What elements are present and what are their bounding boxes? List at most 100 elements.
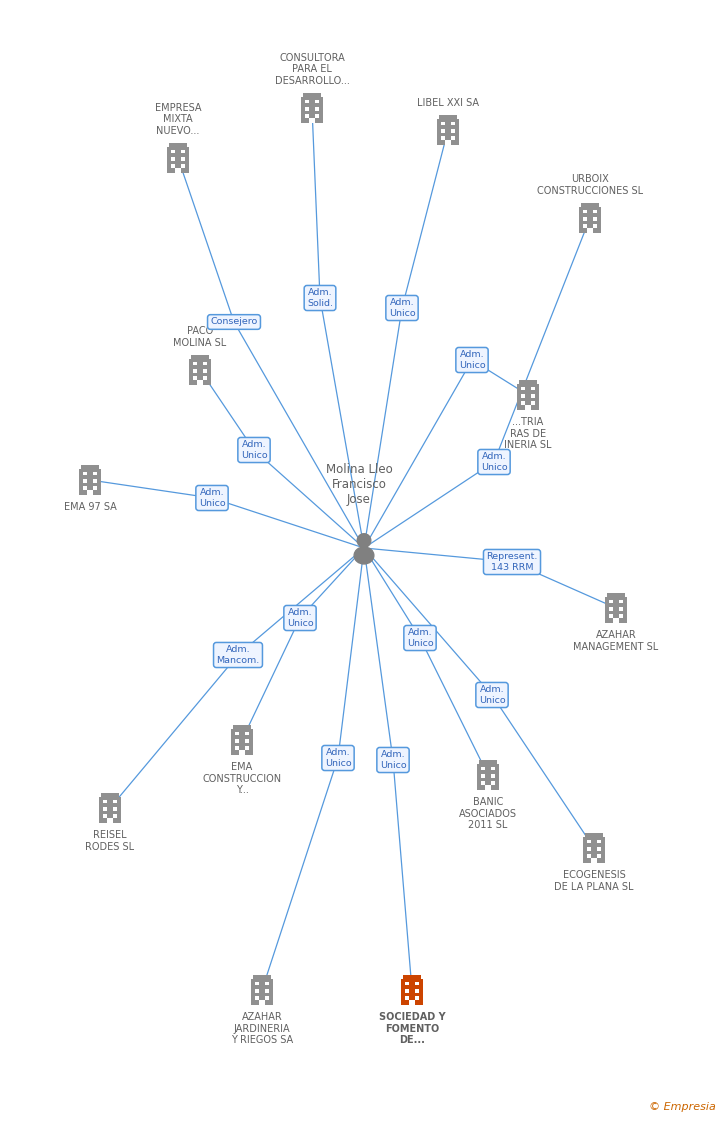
Text: LIBEL XXI SA: LIBEL XXI SA xyxy=(417,98,479,108)
FancyBboxPatch shape xyxy=(234,739,239,742)
FancyBboxPatch shape xyxy=(587,839,591,844)
FancyBboxPatch shape xyxy=(451,129,456,133)
FancyBboxPatch shape xyxy=(233,724,251,729)
FancyBboxPatch shape xyxy=(245,739,250,742)
FancyBboxPatch shape xyxy=(585,832,604,837)
FancyBboxPatch shape xyxy=(581,202,599,207)
FancyBboxPatch shape xyxy=(582,225,587,228)
FancyBboxPatch shape xyxy=(197,379,202,386)
FancyBboxPatch shape xyxy=(181,150,186,153)
Text: CONSULTORA
PARA EL
DESARROLLO...: CONSULTORA PARA EL DESARROLLO... xyxy=(274,53,349,86)
FancyBboxPatch shape xyxy=(591,857,597,863)
Ellipse shape xyxy=(354,547,374,564)
FancyBboxPatch shape xyxy=(103,807,107,811)
FancyBboxPatch shape xyxy=(253,974,272,979)
FancyBboxPatch shape xyxy=(169,143,187,147)
FancyBboxPatch shape xyxy=(619,608,623,611)
FancyBboxPatch shape xyxy=(189,359,211,386)
FancyBboxPatch shape xyxy=(82,479,87,483)
FancyBboxPatch shape xyxy=(521,402,525,405)
FancyBboxPatch shape xyxy=(593,225,598,228)
FancyBboxPatch shape xyxy=(245,747,250,750)
FancyBboxPatch shape xyxy=(583,837,605,863)
FancyBboxPatch shape xyxy=(99,798,121,824)
FancyBboxPatch shape xyxy=(167,147,189,173)
FancyBboxPatch shape xyxy=(82,486,87,490)
FancyBboxPatch shape xyxy=(587,847,591,850)
FancyBboxPatch shape xyxy=(255,997,259,1000)
Text: Adm.
Unico: Adm. Unico xyxy=(325,748,352,767)
FancyBboxPatch shape xyxy=(181,158,186,161)
Text: Adm.
Unico: Adm. Unico xyxy=(480,452,507,471)
FancyBboxPatch shape xyxy=(477,764,499,791)
FancyBboxPatch shape xyxy=(87,489,92,495)
FancyBboxPatch shape xyxy=(479,759,497,764)
FancyBboxPatch shape xyxy=(587,855,591,858)
FancyBboxPatch shape xyxy=(517,384,539,411)
FancyBboxPatch shape xyxy=(93,471,98,476)
FancyBboxPatch shape xyxy=(303,92,321,97)
FancyBboxPatch shape xyxy=(531,387,535,390)
FancyBboxPatch shape xyxy=(619,600,623,603)
FancyBboxPatch shape xyxy=(582,217,587,220)
FancyBboxPatch shape xyxy=(609,600,613,603)
FancyBboxPatch shape xyxy=(403,974,422,979)
FancyBboxPatch shape xyxy=(491,767,495,771)
Circle shape xyxy=(357,533,371,548)
FancyBboxPatch shape xyxy=(446,140,451,145)
Text: AZAHAR
MANAGEMENT SL: AZAHAR MANAGEMENT SL xyxy=(574,630,659,651)
FancyBboxPatch shape xyxy=(245,731,250,736)
FancyBboxPatch shape xyxy=(315,107,320,110)
FancyBboxPatch shape xyxy=(231,729,253,755)
FancyBboxPatch shape xyxy=(203,377,207,380)
Text: REISEL
RODES SL: REISEL RODES SL xyxy=(85,830,135,852)
FancyBboxPatch shape xyxy=(480,782,485,785)
FancyBboxPatch shape xyxy=(415,982,419,986)
Text: Adm.
Unico: Adm. Unico xyxy=(479,685,505,704)
FancyBboxPatch shape xyxy=(593,209,598,214)
FancyBboxPatch shape xyxy=(240,749,245,755)
FancyBboxPatch shape xyxy=(234,747,239,750)
Text: Adm.
Unico: Adm. Unico xyxy=(287,609,313,628)
FancyBboxPatch shape xyxy=(597,847,601,850)
Text: Adm.
Unico: Adm. Unico xyxy=(389,298,415,317)
FancyBboxPatch shape xyxy=(81,465,99,469)
FancyBboxPatch shape xyxy=(609,614,613,618)
FancyBboxPatch shape xyxy=(113,814,117,818)
FancyBboxPatch shape xyxy=(113,807,117,811)
Text: ECOGENESIS
DE LA PLANA SL: ECOGENESIS DE LA PLANA SL xyxy=(554,870,634,892)
FancyBboxPatch shape xyxy=(309,118,314,124)
FancyBboxPatch shape xyxy=(315,115,320,118)
FancyBboxPatch shape xyxy=(440,136,445,141)
FancyBboxPatch shape xyxy=(170,164,175,168)
Text: Adm.
Mancom.: Adm. Mancom. xyxy=(216,646,260,665)
FancyBboxPatch shape xyxy=(255,982,259,986)
Text: BANIC
ASOCIADOS
2011 SL: BANIC ASOCIADOS 2011 SL xyxy=(459,796,517,830)
FancyBboxPatch shape xyxy=(93,479,98,483)
FancyBboxPatch shape xyxy=(521,387,525,390)
Text: SOCIEDAD Y
FOMENTO
DE...: SOCIEDAD Y FOMENTO DE... xyxy=(379,1012,446,1045)
Text: ...TRIA
RAS DE
INERIA SL: ...TRIA RAS DE INERIA SL xyxy=(505,417,552,450)
FancyBboxPatch shape xyxy=(613,618,619,623)
Text: Represent.
143 RRM: Represent. 143 RRM xyxy=(486,552,538,572)
FancyBboxPatch shape xyxy=(597,855,601,858)
Text: Consejero: Consejero xyxy=(210,317,258,326)
FancyBboxPatch shape xyxy=(103,814,107,818)
FancyBboxPatch shape xyxy=(531,394,535,398)
FancyBboxPatch shape xyxy=(587,227,593,233)
FancyBboxPatch shape xyxy=(193,362,197,366)
FancyBboxPatch shape xyxy=(606,593,625,597)
Text: Molina Lleo
Francisco
Jose: Molina Lleo Francisco Jose xyxy=(325,464,392,506)
FancyBboxPatch shape xyxy=(480,767,485,771)
FancyBboxPatch shape xyxy=(93,486,98,490)
Text: EMPRESA
MIXTA
NUEVO...: EMPRESA MIXTA NUEVO... xyxy=(155,102,201,136)
FancyBboxPatch shape xyxy=(181,164,186,168)
FancyBboxPatch shape xyxy=(259,1000,265,1006)
FancyBboxPatch shape xyxy=(582,209,587,214)
FancyBboxPatch shape xyxy=(203,369,207,372)
FancyBboxPatch shape xyxy=(193,377,197,380)
FancyBboxPatch shape xyxy=(170,150,175,153)
Text: EMA
CONSTRUCCION
Y...: EMA CONSTRUCCION Y... xyxy=(202,762,282,795)
FancyBboxPatch shape xyxy=(251,979,273,1006)
Text: Adm.
Unico: Adm. Unico xyxy=(459,350,486,370)
